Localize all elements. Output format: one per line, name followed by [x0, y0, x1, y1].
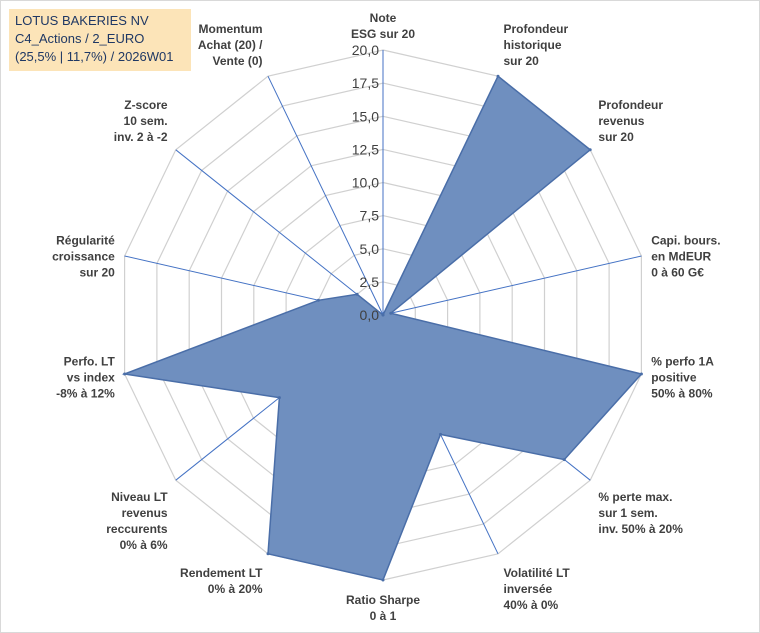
data-point: [562, 458, 566, 462]
axis-label: revenus: [598, 114, 644, 128]
axis-label: % perfo 1A: [651, 355, 714, 369]
axis-label: inversée: [504, 582, 553, 596]
tick-label: 15,0: [352, 108, 379, 124]
title-line-1: LOTUS BAKERIES NV: [15, 13, 149, 28]
data-point: [277, 396, 281, 400]
tick-label: 5,0: [360, 241, 380, 257]
axis-label: Perfo. LT: [64, 355, 116, 369]
axis-label: Profondeur: [504, 22, 569, 36]
axis-label: -8% à 12%: [56, 387, 115, 401]
title-line-2: C4_Actions / 2_EURO: [15, 31, 145, 46]
axis-label: sur 20: [79, 265, 115, 279]
data-point: [123, 372, 127, 376]
axis-label: Note: [370, 11, 397, 25]
data-point: [381, 313, 385, 317]
axis-label: Régularité: [56, 233, 115, 247]
axis-label: Ratio Sharpe: [346, 593, 420, 607]
data-point: [588, 148, 592, 152]
axis-label: vs index: [67, 371, 115, 385]
data-point: [266, 552, 270, 556]
data-point: [639, 372, 643, 376]
tick-label: 10,0: [352, 175, 379, 191]
axis-label: 0% à 20%: [208, 582, 263, 596]
tick-label: 7,5: [360, 208, 380, 224]
axis-label: Z-score: [124, 98, 168, 112]
axis-label: inv. 50% à 20%: [598, 522, 683, 536]
axis-label: Rendement LT: [180, 566, 263, 580]
axis-label: 10 sem.: [124, 114, 168, 128]
chart-title-box: LOTUS BAKERIES NV C4_Actions / 2_EURO (2…: [9, 9, 191, 71]
axis-label: 0 à 60 G€: [651, 265, 704, 279]
tick-label: 17,5: [352, 75, 379, 91]
data-point: [355, 292, 359, 296]
axis-label: 0 à 1: [370, 609, 397, 623]
axis-label: reccurents: [106, 522, 168, 536]
axis-label: Vente (0): [212, 54, 262, 68]
data-point: [381, 578, 385, 582]
axis-label: inv. 2 à -2: [114, 130, 168, 144]
data-point: [316, 298, 320, 302]
axis-label: Momentum: [199, 22, 263, 36]
axis-label: sur 1 sem.: [598, 506, 657, 520]
axis-label: Volatilité LT: [504, 566, 571, 580]
axis-spoke: [267, 75, 384, 316]
axis-label: sur 20: [504, 54, 540, 68]
axis-label: Niveau LT: [111, 490, 168, 504]
data-point: [439, 432, 442, 436]
axis-label: Capi. bours.: [651, 233, 720, 247]
data-point: [496, 74, 500, 78]
tick-label: 0,0: [360, 307, 380, 323]
axis-label: en MdEUR: [651, 249, 711, 263]
axis-label: revenus: [122, 506, 168, 520]
axis-label: ESG sur 20: [351, 27, 415, 41]
data-point: [389, 311, 393, 315]
axis-spoke: [382, 255, 642, 316]
axis-label: Achat (20) /: [198, 38, 263, 52]
axis-label: 0% à 6%: [120, 538, 168, 552]
axis-label: positive: [651, 371, 697, 385]
axis-label: croissance: [52, 249, 115, 263]
axis-spoke: [175, 149, 384, 316]
axis-label: historique: [504, 38, 562, 52]
tick-label: 20,0: [352, 42, 379, 58]
tick-label: 2,5: [360, 274, 380, 290]
axis-label: % perte max.: [598, 490, 672, 504]
axis-label: 50% à 80%: [651, 387, 713, 401]
axis-label: 40% à 0%: [504, 598, 559, 612]
data-series-area: [121, 75, 643, 581]
axis-label: Profondeur: [598, 98, 663, 112]
axis-label: sur 20: [598, 130, 634, 144]
title-line-3: (25,5% | 11,7%) / 2026W01: [15, 49, 174, 64]
tick-label: 12,5: [352, 141, 379, 157]
